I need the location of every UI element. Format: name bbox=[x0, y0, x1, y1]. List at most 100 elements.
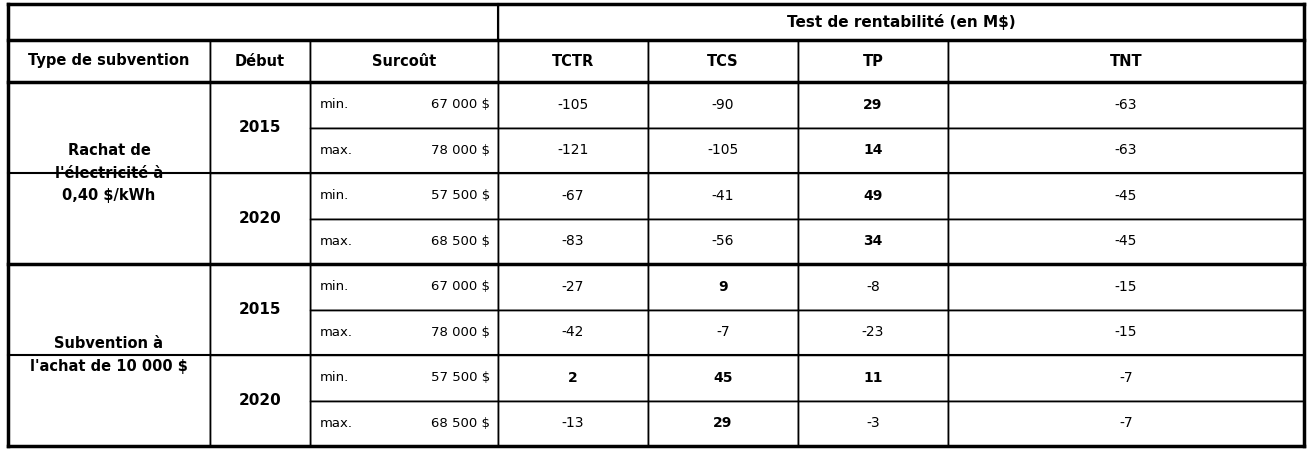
Text: 57 500 $: 57 500 $ bbox=[430, 371, 489, 384]
Bar bbox=[310, 355, 499, 400]
Bar bbox=[499, 219, 648, 264]
Text: -56: -56 bbox=[711, 234, 735, 248]
Text: -7: -7 bbox=[716, 325, 729, 339]
Text: 57 500 $: 57 500 $ bbox=[430, 189, 489, 202]
Text: min.: min. bbox=[320, 189, 349, 202]
Text: -23: -23 bbox=[862, 325, 884, 339]
Bar bbox=[648, 219, 798, 264]
Text: 11: 11 bbox=[863, 371, 883, 385]
Bar bbox=[798, 173, 949, 219]
Text: min.: min. bbox=[320, 98, 349, 111]
Text: -13: -13 bbox=[562, 416, 584, 430]
Bar bbox=[949, 355, 1304, 400]
Bar bbox=[310, 40, 499, 82]
Text: max.: max. bbox=[320, 144, 353, 157]
Bar bbox=[499, 355, 648, 400]
Text: max.: max. bbox=[320, 235, 353, 248]
Bar bbox=[499, 264, 648, 310]
Text: max.: max. bbox=[320, 417, 353, 430]
Text: 67 000 $: 67 000 $ bbox=[432, 98, 489, 111]
Bar bbox=[310, 264, 499, 310]
Text: -3: -3 bbox=[866, 416, 880, 430]
Text: 68 500 $: 68 500 $ bbox=[432, 235, 489, 248]
Text: -105: -105 bbox=[707, 143, 739, 157]
Bar bbox=[798, 400, 949, 446]
Text: TP: TP bbox=[862, 54, 883, 68]
Bar bbox=[210, 40, 310, 82]
Bar bbox=[648, 173, 798, 219]
Bar bbox=[8, 40, 210, 82]
Bar bbox=[798, 219, 949, 264]
Bar bbox=[949, 40, 1304, 82]
Text: TNT: TNT bbox=[1110, 54, 1143, 68]
Text: min.: min. bbox=[320, 280, 349, 293]
Bar bbox=[648, 264, 798, 310]
Bar bbox=[8, 264, 210, 446]
Text: 14: 14 bbox=[863, 143, 883, 157]
Text: 2: 2 bbox=[568, 371, 577, 385]
Text: max.: max. bbox=[320, 326, 353, 339]
Bar bbox=[798, 127, 949, 173]
Text: -7: -7 bbox=[1119, 371, 1132, 385]
Bar bbox=[798, 82, 949, 127]
Bar bbox=[648, 40, 798, 82]
Text: Test de rentabilité (en M$): Test de rentabilité (en M$) bbox=[787, 14, 1015, 30]
Text: 2015: 2015 bbox=[239, 302, 281, 317]
Bar bbox=[499, 400, 648, 446]
Text: -105: -105 bbox=[558, 98, 589, 112]
Text: min.: min. bbox=[320, 371, 349, 384]
Bar bbox=[8, 82, 210, 264]
Text: Type de subvention: Type de subvention bbox=[29, 54, 190, 68]
Text: TCS: TCS bbox=[707, 54, 739, 68]
Bar bbox=[310, 127, 499, 173]
Text: -15: -15 bbox=[1115, 280, 1138, 294]
Text: 34: 34 bbox=[863, 234, 883, 248]
Text: 78 000 $: 78 000 $ bbox=[432, 144, 489, 157]
Bar bbox=[798, 355, 949, 400]
Text: 49: 49 bbox=[863, 189, 883, 203]
Bar bbox=[648, 310, 798, 355]
Bar bbox=[949, 264, 1304, 310]
Text: -63: -63 bbox=[1115, 98, 1138, 112]
Text: 68 500 $: 68 500 $ bbox=[432, 417, 489, 430]
Text: -45: -45 bbox=[1115, 189, 1138, 203]
Text: Subvention à
l'achat de 10 000 $: Subvention à l'achat de 10 000 $ bbox=[30, 337, 188, 374]
Bar bbox=[310, 173, 499, 219]
Bar bbox=[648, 355, 798, 400]
Text: 2020: 2020 bbox=[239, 393, 281, 408]
Bar bbox=[499, 40, 648, 82]
Text: -90: -90 bbox=[711, 98, 735, 112]
Text: Début: Début bbox=[235, 54, 285, 68]
Text: Rachat de
l'électricité à
0,40 $/kWh: Rachat de l'électricité à 0,40 $/kWh bbox=[55, 143, 163, 202]
Bar bbox=[499, 310, 648, 355]
Bar bbox=[499, 127, 648, 173]
Bar bbox=[310, 310, 499, 355]
Bar bbox=[499, 173, 648, 219]
Text: -8: -8 bbox=[866, 280, 880, 294]
Text: -121: -121 bbox=[558, 143, 589, 157]
Bar bbox=[210, 264, 310, 355]
Bar bbox=[499, 82, 648, 127]
Text: 67 000 $: 67 000 $ bbox=[432, 280, 489, 293]
Bar bbox=[949, 310, 1304, 355]
Text: -42: -42 bbox=[562, 325, 584, 339]
Text: -27: -27 bbox=[562, 280, 584, 294]
Bar bbox=[310, 219, 499, 264]
Bar bbox=[210, 355, 310, 446]
Text: 29: 29 bbox=[714, 416, 732, 430]
Text: 2020: 2020 bbox=[239, 211, 281, 226]
Bar bbox=[949, 173, 1304, 219]
Text: Surcoût: Surcoût bbox=[371, 54, 436, 68]
Bar bbox=[310, 82, 499, 127]
Bar bbox=[648, 127, 798, 173]
Text: -67: -67 bbox=[562, 189, 584, 203]
Text: -41: -41 bbox=[711, 189, 735, 203]
Bar bbox=[210, 82, 310, 173]
Bar bbox=[798, 40, 949, 82]
Text: 2015: 2015 bbox=[239, 120, 281, 135]
Bar bbox=[310, 400, 499, 446]
Text: -83: -83 bbox=[562, 234, 584, 248]
Bar bbox=[648, 82, 798, 127]
Bar bbox=[949, 82, 1304, 127]
Text: -7: -7 bbox=[1119, 416, 1132, 430]
